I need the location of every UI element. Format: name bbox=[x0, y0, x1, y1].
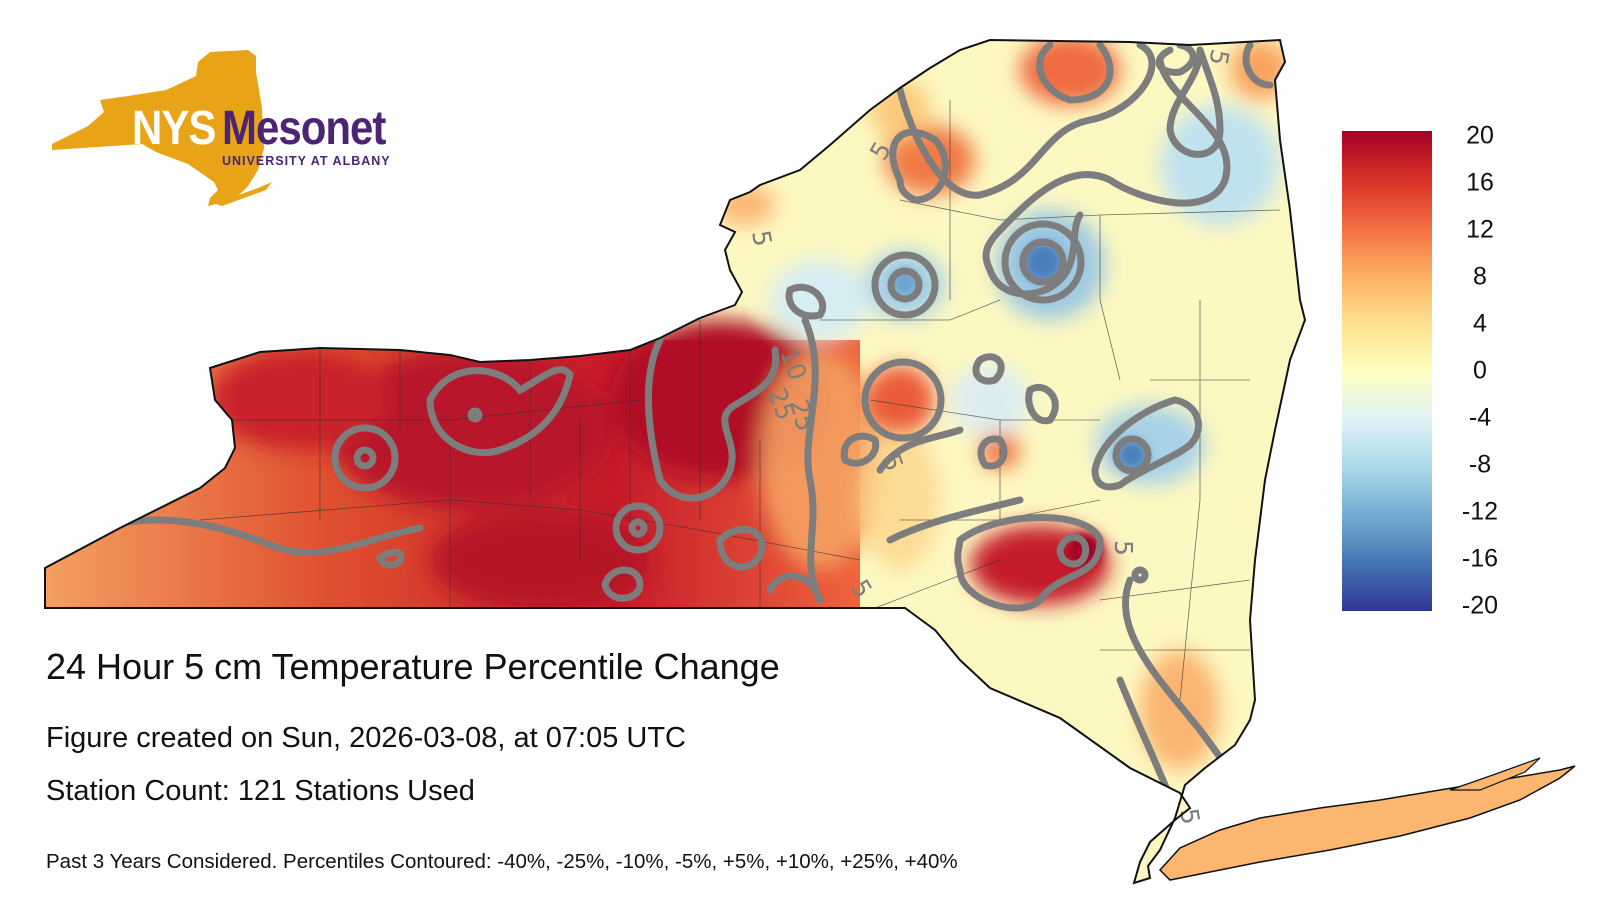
long-island bbox=[1158, 765, 1576, 881]
footnote: Past 3 Years Considered. Percentiles Con… bbox=[46, 850, 958, 873]
colorbar bbox=[1342, 131, 1432, 611]
contour-labels: 5 5 10 25 25 5 5 5 5 5 bbox=[746, 47, 1235, 827]
colorbar-tick-label: 12 bbox=[1466, 215, 1494, 244]
figure-created: Figure created on Sun, 2026-03-08, at 07… bbox=[46, 722, 686, 754]
colorbar-gradient bbox=[1342, 131, 1432, 611]
colorbar-tick-label: 4 bbox=[1473, 309, 1487, 338]
state-outline bbox=[44, 38, 1307, 885]
colorbar-tick-label: -8 bbox=[1468, 450, 1492, 479]
colorbar-tick-label: -4 bbox=[1468, 403, 1492, 432]
colorbar-tick-label: 0 bbox=[1473, 356, 1487, 385]
contour-label: 5 bbox=[1203, 47, 1234, 68]
colorbar-tick-label: -12 bbox=[1461, 497, 1499, 526]
colorbar-tick-label: 20 bbox=[1466, 121, 1494, 150]
station-count: Station Count: 121 Stations Used bbox=[46, 775, 475, 807]
contour-label: 5 bbox=[1109, 540, 1138, 556]
long-island-north-fork bbox=[1449, 757, 1541, 791]
colorbar-tick-label: -16 bbox=[1461, 544, 1499, 573]
colorbar-tick-label: 16 bbox=[1466, 168, 1494, 197]
percentile-contours bbox=[96, 41, 1274, 814]
colorbar-tick-label: 8 bbox=[1473, 262, 1487, 291]
colorbar-tick-label: -20 bbox=[1461, 591, 1499, 620]
logo-subtitle: UNIVERSITY AT ALBANY bbox=[222, 154, 391, 168]
contour-label: 5 bbox=[1174, 806, 1205, 827]
ny-state-silhouette-icon bbox=[52, 50, 272, 206]
figure-title: 24 Hour 5 cm Temperature Percentile Chan… bbox=[46, 646, 780, 687]
nys-mesonet-logo: NYS Mesonet UNIVERSITY AT ALBANY bbox=[48, 48, 408, 208]
logo-nys-text: NYS bbox=[132, 100, 216, 155]
logo-mesonet-text: Mesonet bbox=[222, 100, 386, 155]
contour-label: 5 bbox=[746, 228, 777, 249]
